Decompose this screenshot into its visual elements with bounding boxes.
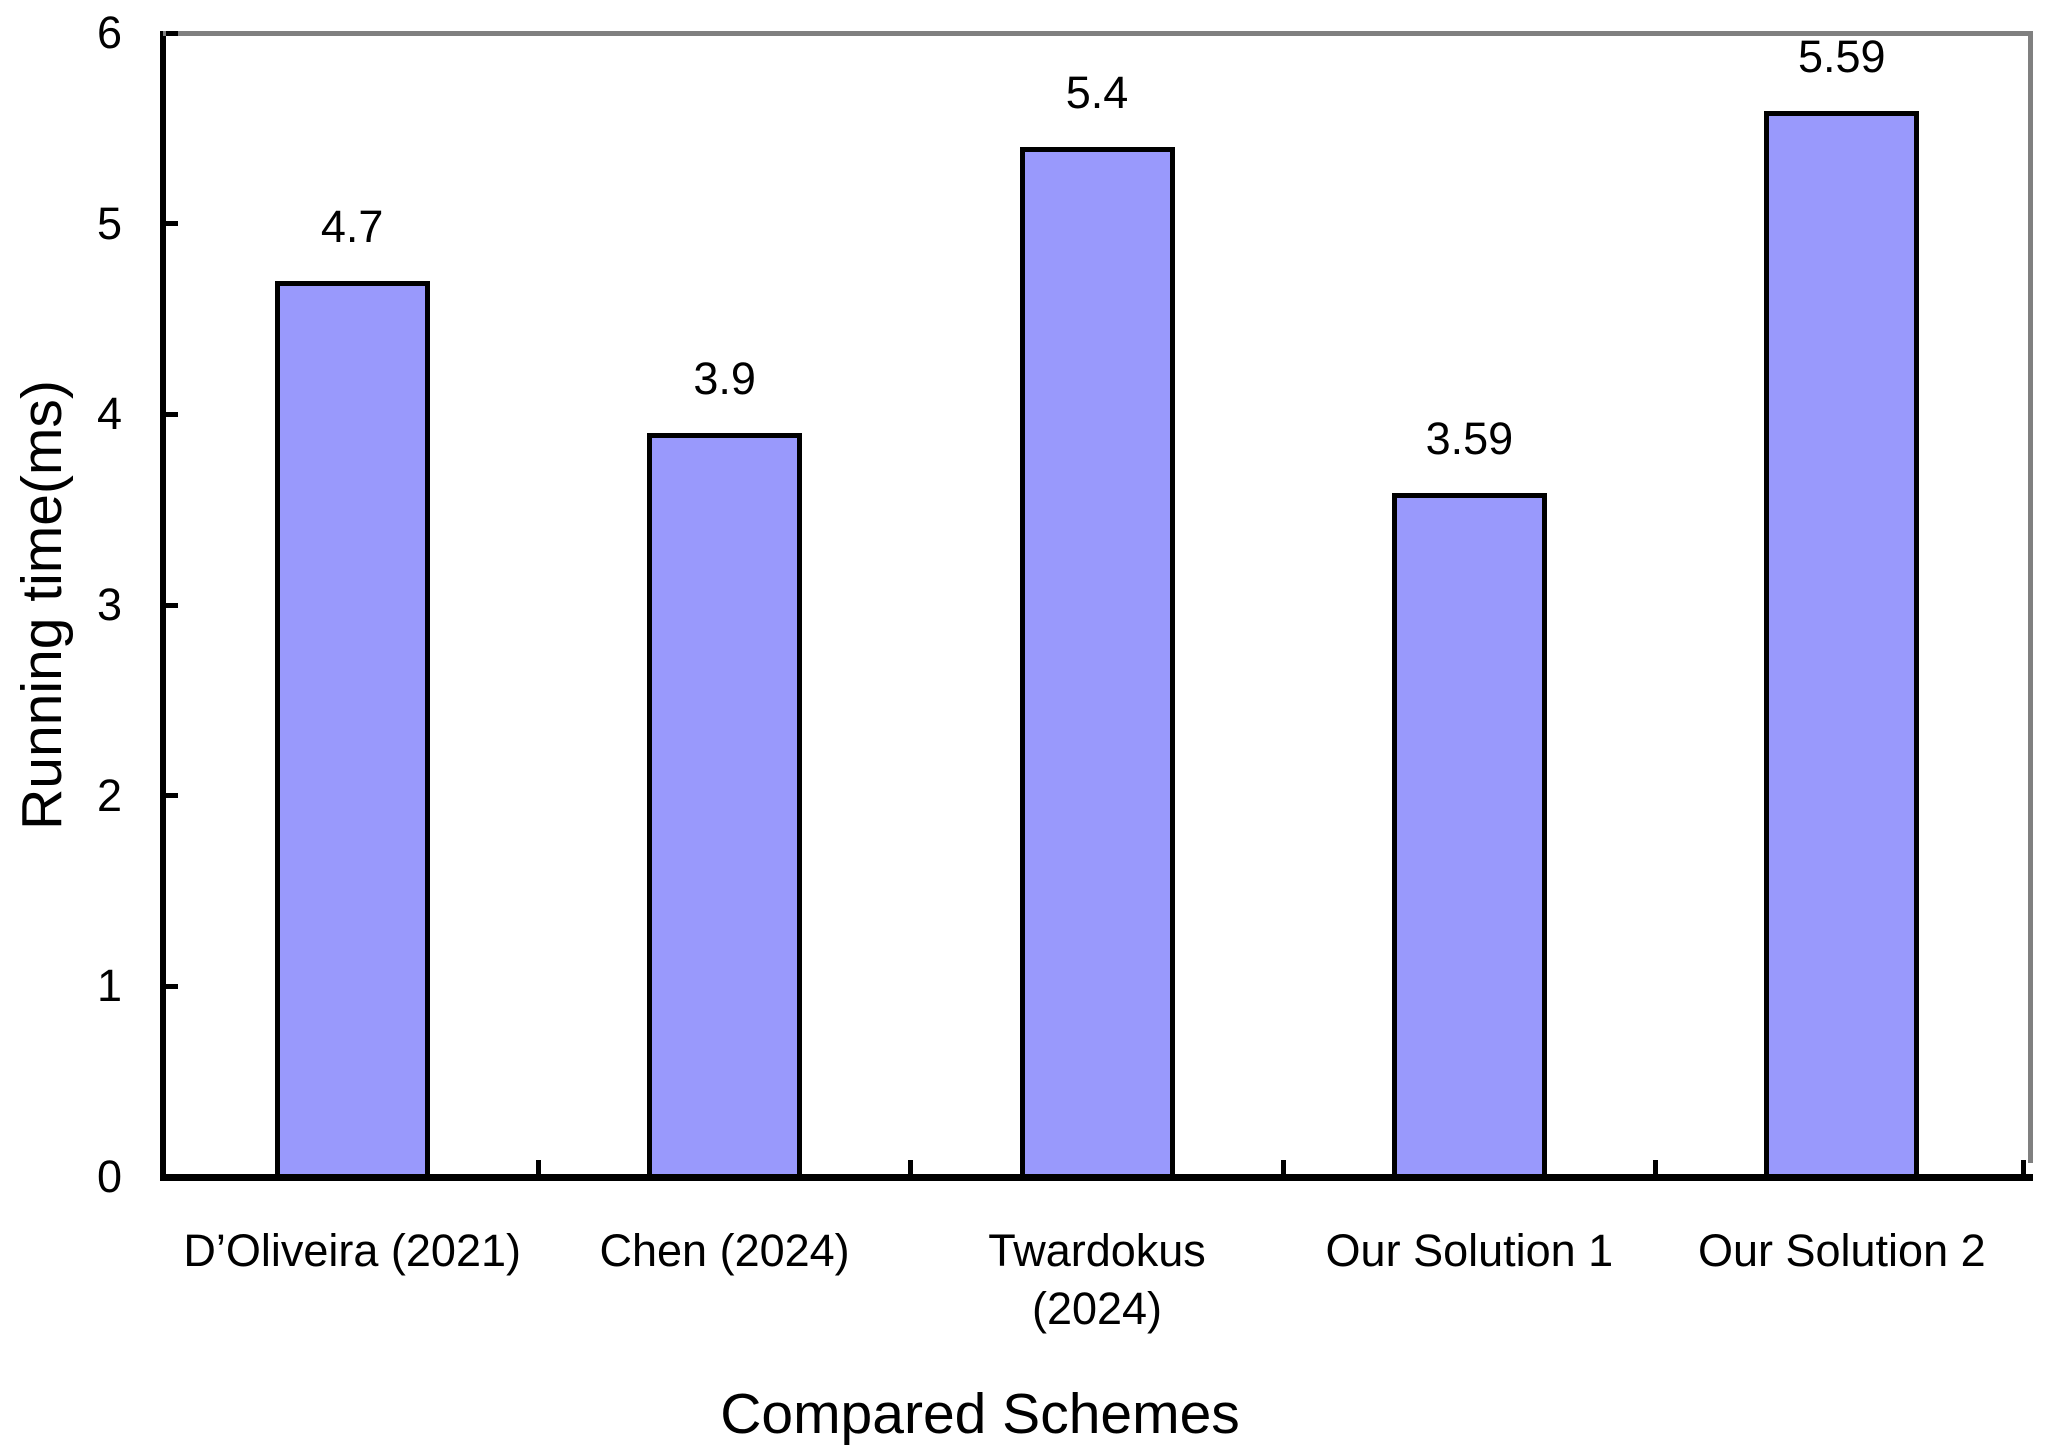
y-tick-mark [166, 793, 178, 799]
bar [1764, 111, 1920, 1179]
x-tick-mark [2020, 1160, 2026, 1175]
y-tick-mark [166, 983, 178, 989]
category-label: Twardokus (2024) [988, 1225, 1206, 1334]
y-tick-label: 6 [96, 7, 122, 58]
y-tick-label: 5 [96, 197, 122, 249]
y-tick-label: 0 [96, 1151, 122, 1202]
y-tick-mark [166, 411, 178, 417]
bar [1391, 492, 1547, 1179]
y-axis-line [160, 31, 166, 1180]
category-label: Chen (2024) [599, 1225, 850, 1276]
plot-border-right [2028, 31, 2033, 1163]
x-tick-mark [908, 1160, 914, 1175]
y-tick-mark [166, 30, 178, 36]
y-tick-label: 1 [96, 960, 122, 1012]
y-tick-mark [166, 602, 178, 608]
y-tick-mark [166, 221, 178, 227]
bar [647, 433, 803, 1179]
x-axis-title: Compared Schemes [720, 1382, 1240, 1446]
category-label: Our Solution 2 [1697, 1225, 1986, 1276]
x-tick-mark [535, 1160, 541, 1175]
category-label: D’Oliveira (2021) [183, 1225, 521, 1276]
y-tick-label: 2 [96, 769, 122, 821]
plot-border-top [163, 31, 2033, 36]
y-axis-title: Running time(ms) [10, 380, 74, 830]
bar-value-label: 5.59 [1798, 31, 1886, 83]
bar-value-label: 4.7 [320, 200, 384, 252]
bar [1019, 147, 1175, 1179]
y-tick-label: 4 [96, 388, 122, 440]
y-tick-label: 3 [96, 579, 122, 630]
bar-value-label: 5.4 [1065, 67, 1129, 119]
bar-value-label: 3.9 [693, 353, 756, 405]
x-tick-mark [1280, 1160, 1286, 1175]
bar-value-label: 3.59 [1425, 412, 1514, 464]
category-label: Our Solution 1 [1325, 1225, 1614, 1276]
bar [274, 280, 430, 1179]
x-tick-mark [1653, 1160, 1659, 1175]
